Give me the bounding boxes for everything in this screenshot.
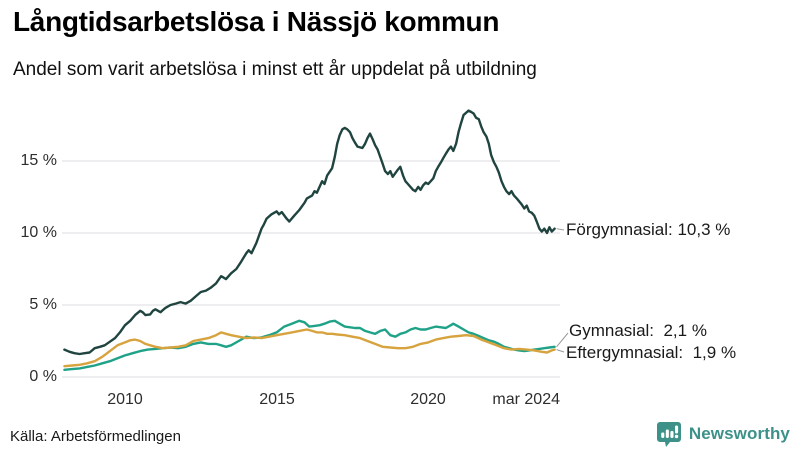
series-label-gymnasial: Gymnasial: 2,1 % xyxy=(569,321,707,340)
series-line-eftergymnasial xyxy=(63,328,556,368)
x-tick-2020: 2020 xyxy=(410,391,446,408)
label-connector-förgymnasial xyxy=(556,228,565,231)
newsworthy-brand-name: Newsworthy xyxy=(688,424,790,443)
x-tick-mar-2024: mar 2024 xyxy=(492,391,560,408)
series-line-förgymnasial xyxy=(63,109,556,356)
y-tick-10: 10 % xyxy=(20,224,57,241)
label-connector-gymnasial xyxy=(556,332,569,348)
y-tick-15: 15 % xyxy=(20,152,57,169)
source-attribution: Källa: Arbetsförmedlingen xyxy=(10,428,181,445)
x-tick-2015: 2015 xyxy=(259,391,295,408)
page-title: Långtidsarbetslösa i Nässjö kommun xyxy=(13,6,500,37)
chart-subtitle: Andel som varit arbetslösa i minst ett å… xyxy=(13,59,537,80)
y-tick-0: 0 % xyxy=(29,368,57,385)
newsworthy-brand: Newsworthy xyxy=(656,420,790,448)
label-connector-eftergymnasial xyxy=(556,349,565,353)
series-label-eftergymnasial: Eftergymnasial: 1,9 % xyxy=(566,343,737,362)
series-line-gymnasial xyxy=(63,319,556,371)
y-tick-5: 5 % xyxy=(29,296,57,313)
newsworthy-logo-icon xyxy=(656,421,681,447)
series-label-forgymnasial: Förgymnasial: 10,3 % xyxy=(566,220,731,239)
x-tick-2010: 2010 xyxy=(107,391,143,408)
